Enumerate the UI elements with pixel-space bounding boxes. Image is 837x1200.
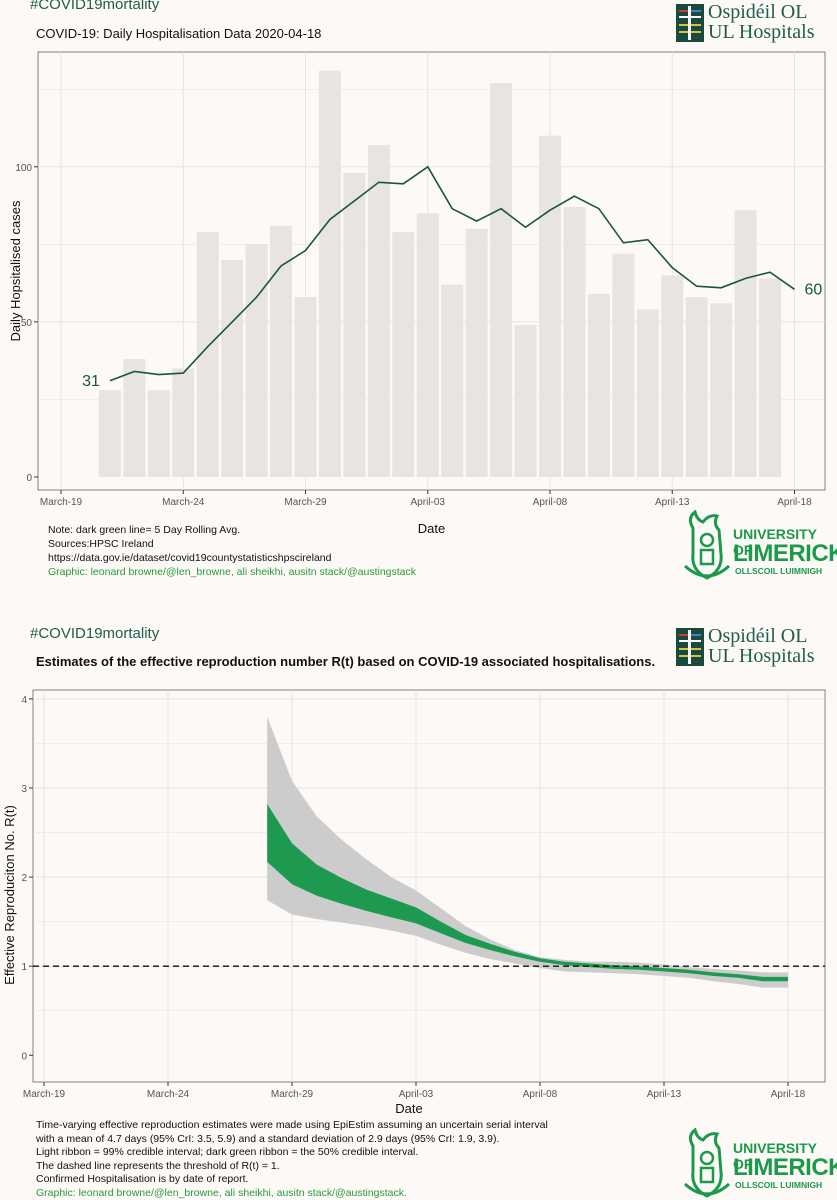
bar — [587, 293, 610, 477]
reproduction-number-chart: 0 1 2 3 4 March-19 March-24 March-29 April-03 Apr… — [2, 689, 826, 1116]
start-value-label: 31 — [82, 373, 100, 390]
university-line3: OLLSCOIL LUIMNIGH — [735, 566, 823, 576]
note-line: with a mean of 4.7 days (95% CrI: 3.5, 5… — [36, 1132, 500, 1145]
university-limerick-logo: UNIVERSITY OF LIMERICK OLLSCOIL LUIMNIGH — [683, 1128, 837, 1200]
note-line: Note: dark green line= 5 Day Rolling Avg… — [48, 524, 241, 536]
university-line2: LIMERICK — [733, 540, 837, 567]
tick-label-x: March-19 — [40, 497, 83, 508]
ribbon-99-credible-interval — [267, 716, 788, 988]
panel2-title: Estimates of the effective reproduction … — [36, 654, 656, 669]
bar — [343, 172, 366, 477]
bar — [734, 210, 757, 477]
bar — [563, 207, 586, 477]
tick-label-x: April-03 — [399, 1089, 434, 1100]
bar — [490, 83, 513, 477]
bar — [416, 213, 439, 477]
tick-label-y: 50 — [21, 318, 33, 329]
bar — [685, 297, 708, 477]
note-line: Time-varying effective reproduction esti… — [36, 1119, 548, 1131]
note-line: https://data.gov.ie/dataset/covid19count… — [48, 552, 332, 564]
ul-hospitals-logo: Ospidéil OL UL Hospitals — [676, 626, 836, 668]
tick-label-x: April-18 — [771, 1089, 806, 1100]
tick-label-x: March-24 — [147, 1089, 190, 1100]
hospital-name-irish: Ospidéil OL — [708, 1, 808, 23]
bar — [612, 253, 635, 477]
tick-label-x: March-19 — [23, 1089, 66, 1100]
bar — [172, 368, 195, 477]
tick-label-x: March-24 — [162, 497, 205, 508]
bar — [98, 390, 121, 477]
tick-label-y: 0 — [26, 473, 32, 484]
bar — [465, 228, 488, 477]
panel1-notes: Note: dark green line= 5 Day Rolling Avg… — [48, 523, 416, 579]
bar — [147, 390, 170, 477]
tick-label-y: 3 — [21, 784, 27, 795]
panel2-hashtag: #COVID19mortality — [30, 625, 160, 642]
university-line2: LIMERICK — [733, 1154, 837, 1181]
hospital-emblem-icon — [676, 4, 704, 42]
bar — [514, 324, 537, 477]
note-line: Sources:HPSC Ireland — [48, 538, 154, 550]
bar — [710, 303, 733, 477]
bar — [367, 145, 390, 477]
bar — [294, 297, 317, 477]
y-axis-title: Daily Hopsitalised cases — [8, 200, 23, 341]
hospital-name-english: UL Hospitals — [708, 645, 815, 667]
tick-label-x: April-08 — [523, 1089, 558, 1100]
tick-label-x: March-29 — [284, 497, 327, 508]
panel1-hashtag: #COVID19mortality — [30, 0, 160, 13]
end-value-label: 60 — [805, 281, 823, 298]
bar — [221, 259, 244, 477]
rolling-average-line — [109, 165, 795, 382]
tick-label-x: March-29 — [271, 1089, 314, 1100]
bar — [318, 70, 341, 477]
hospital-name-english: UL Hospitals — [708, 21, 815, 43]
ul-crest-icon — [683, 1128, 731, 1198]
credit-line: Graphic: leonard browne/@len_browne, ali… — [48, 566, 417, 578]
tick-label-y: 1 — [21, 962, 27, 973]
x-axis-title: Date — [395, 1101, 422, 1116]
bar — [539, 135, 561, 477]
tick-label-x: April-18 — [777, 497, 812, 508]
bar — [245, 244, 268, 477]
note-line: Light ribbon = 99% credible interval; da… — [36, 1146, 419, 1158]
tick-label-x: April-13 — [655, 497, 690, 508]
bar — [636, 309, 659, 477]
tick-label-y: 2 — [21, 873, 27, 884]
hospitalisation-chart: 31 60 0 50 100 March-19 March-24 March-29 April-… — [8, 51, 826, 536]
tick-label-x: April-08 — [533, 497, 568, 508]
bar — [392, 231, 415, 477]
bar — [123, 359, 146, 477]
hospital-name-irish: Ospidéil OL — [708, 625, 808, 647]
plot-panel — [37, 51, 826, 491]
bar — [270, 225, 293, 477]
tick-label-y: 100 — [15, 163, 32, 174]
note-line: Confirmed Hospitalisation is by date of … — [36, 1173, 249, 1185]
university-line3: OLLSCOIL LUIMNIGH — [735, 1180, 823, 1190]
credit-line: Graphic: leonard browne/@len_browne, ali… — [36, 1186, 407, 1199]
ul-crest-icon — [683, 510, 731, 580]
note-line: The dashed line represents the threshold… — [36, 1159, 280, 1172]
tick-label-y: 0 — [21, 1051, 27, 1062]
bar — [661, 275, 684, 477]
y-axis-title: Effective Reproduciton No. R(t) — [2, 805, 17, 985]
tick-label-x: April-13 — [647, 1089, 682, 1100]
university-line1: UNIVERSITY OF — [733, 526, 817, 558]
ul-hospitals-logo: Ospidéil OL UL Hospitals — [676, 2, 836, 44]
tick-label-y: 4 — [21, 695, 27, 706]
university-limerick-logo: UNIVERSITY OF LIMERICK OLLSCOIL LUIMNIGH — [683, 510, 837, 582]
x-axis-title: Date — [418, 521, 445, 536]
university-line1: UNIVERSITY OF — [733, 1140, 817, 1172]
bar — [441, 284, 464, 477]
plot-panel — [32, 689, 826, 1083]
panel2-notes: Time-varying effective reproduction esti… — [36, 1119, 548, 1200]
bar — [196, 231, 219, 477]
ribbon-50-credible-interval — [267, 804, 788, 982]
bar — [759, 278, 782, 477]
hospital-emblem-icon — [676, 628, 704, 666]
panel1-title: COVID-19: Daily Hospitalisation Data 202… — [36, 26, 322, 41]
tick-label-x: April-03 — [411, 497, 446, 508]
